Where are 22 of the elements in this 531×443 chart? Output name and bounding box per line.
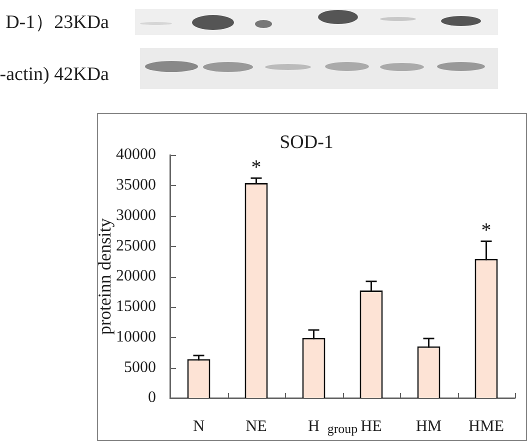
x-tick-label: H	[308, 418, 320, 435]
annotation: *	[481, 220, 492, 242]
x-tick-label: HE	[360, 418, 382, 435]
x-axis-title: group	[327, 421, 358, 436]
x-tick-label: NE	[246, 418, 267, 435]
x-tick-label: HM	[416, 418, 442, 435]
y-tick-label: 30000	[116, 206, 156, 224]
annotation: *	[251, 156, 262, 178]
x-tick-label: HME	[468, 418, 504, 435]
y-tick-label: 10000	[116, 328, 156, 346]
y-tick-label: 0	[148, 389, 156, 406]
y-tick-label: 20000	[116, 268, 156, 285]
chart-title: SOD-1	[280, 132, 334, 153]
y-tick-label: 25000	[116, 237, 156, 254]
text: D-1）23KDa	[6, 12, 109, 34]
y-tick-label: 15000	[116, 298, 156, 316]
y-tick-label: 35000	[116, 176, 156, 194]
y-axis-title: proteinn density	[94, 218, 115, 335]
y-tick-label: 5000	[124, 358, 156, 376]
x-tick-label: N	[192, 418, 205, 435]
text: -actin) 42KDa	[0, 64, 109, 86]
y-tick-label: 40000	[116, 146, 156, 164]
